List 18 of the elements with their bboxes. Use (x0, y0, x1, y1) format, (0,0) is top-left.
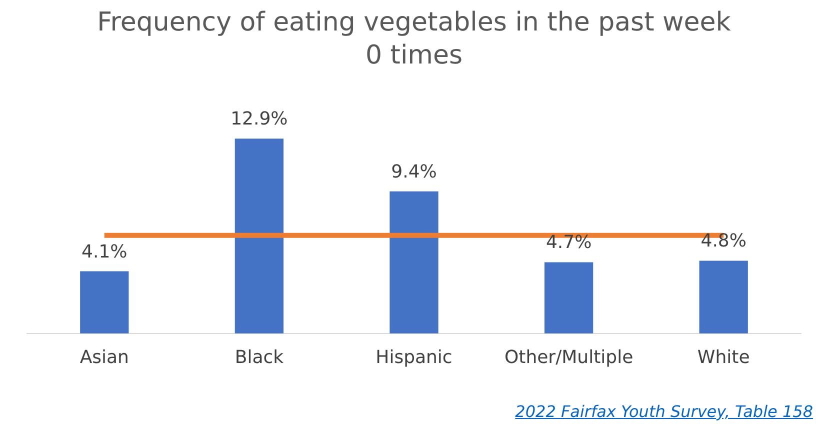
data-label: 4.7% (546, 232, 592, 254)
x-tick-label: Asian (80, 346, 129, 368)
x-tick-label: White (697, 346, 750, 368)
bar (390, 191, 438, 334)
data-label: 4.8% (700, 230, 746, 252)
bar (699, 260, 748, 334)
x-tick-label: Other/Multiple (504, 346, 634, 368)
x-tick-label: Black (234, 346, 284, 368)
bar (80, 271, 129, 334)
bar (544, 262, 594, 334)
chart-title: Frequency of eating vegetables in the past week (97, 7, 731, 38)
bar (234, 138, 284, 334)
text: 2022 Fairfax Youth Survey, Table 158 (515, 402, 813, 421)
data-label: 9.4% (391, 161, 437, 182)
data-label: 4.1% (82, 241, 128, 262)
data-label: 12.9% (230, 108, 288, 130)
chart-subtitle: 0 times (365, 40, 463, 71)
x-tick-label: Hispanic (376, 346, 452, 368)
